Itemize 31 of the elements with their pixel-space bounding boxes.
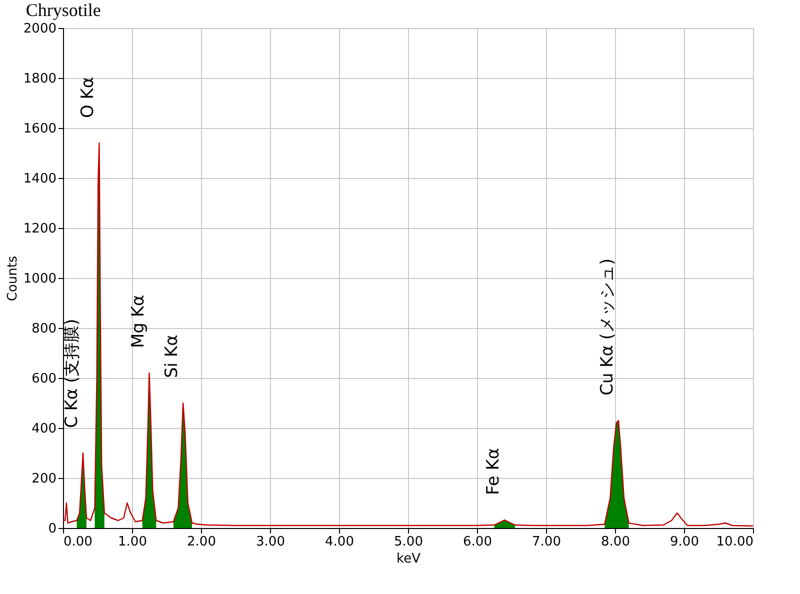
y-tick-label: 1600 — [23, 122, 56, 136]
y-tick-label: 2000 — [23, 22, 56, 36]
x-tick-label: 0.00 — [64, 534, 92, 550]
x-tick-label: 7.00 — [532, 534, 561, 550]
x-tick-label: 10.00 — [716, 534, 754, 550]
annotation: Cu Kα (メッシュ) — [597, 258, 618, 396]
y-tick-label: 400 — [32, 422, 56, 436]
y-tick-label: 1000 — [23, 272, 56, 286]
x-tick-label: 8.00 — [601, 534, 630, 550]
y-tick-label: 800 — [32, 322, 56, 336]
annotation: Si Kα — [162, 334, 182, 378]
y-tick-label: 1400 — [23, 172, 56, 186]
x-tick-label: 9.00 — [670, 534, 699, 550]
annotation: C Kα (支持膜) — [62, 318, 82, 428]
y-tick-label: 0 — [48, 522, 56, 536]
annotation: O Kα — [78, 76, 98, 118]
y-tick-label: 200 — [32, 472, 56, 486]
y-tick-label: 600 — [32, 372, 56, 386]
annotation: Mg Kα — [128, 294, 148, 348]
y-tick-label: 1200 — [23, 222, 56, 236]
y-axis-title: Counts — [5, 256, 20, 302]
x-tick-label: 6.00 — [463, 534, 492, 550]
y-tick-label: 1800 — [23, 72, 56, 86]
annotation: Fe Kα — [484, 448, 504, 495]
x-axis-title: keV — [396, 552, 421, 566]
x-tick-label: 5.00 — [394, 534, 423, 550]
x-tick-label: 2.00 — [187, 534, 216, 550]
x-tick-label: 3.00 — [256, 534, 285, 550]
chart-title: Chrysotile — [26, 0, 101, 20]
x-tick-label: 1.00 — [118, 534, 147, 550]
x-tick-label: 4.00 — [325, 534, 354, 550]
